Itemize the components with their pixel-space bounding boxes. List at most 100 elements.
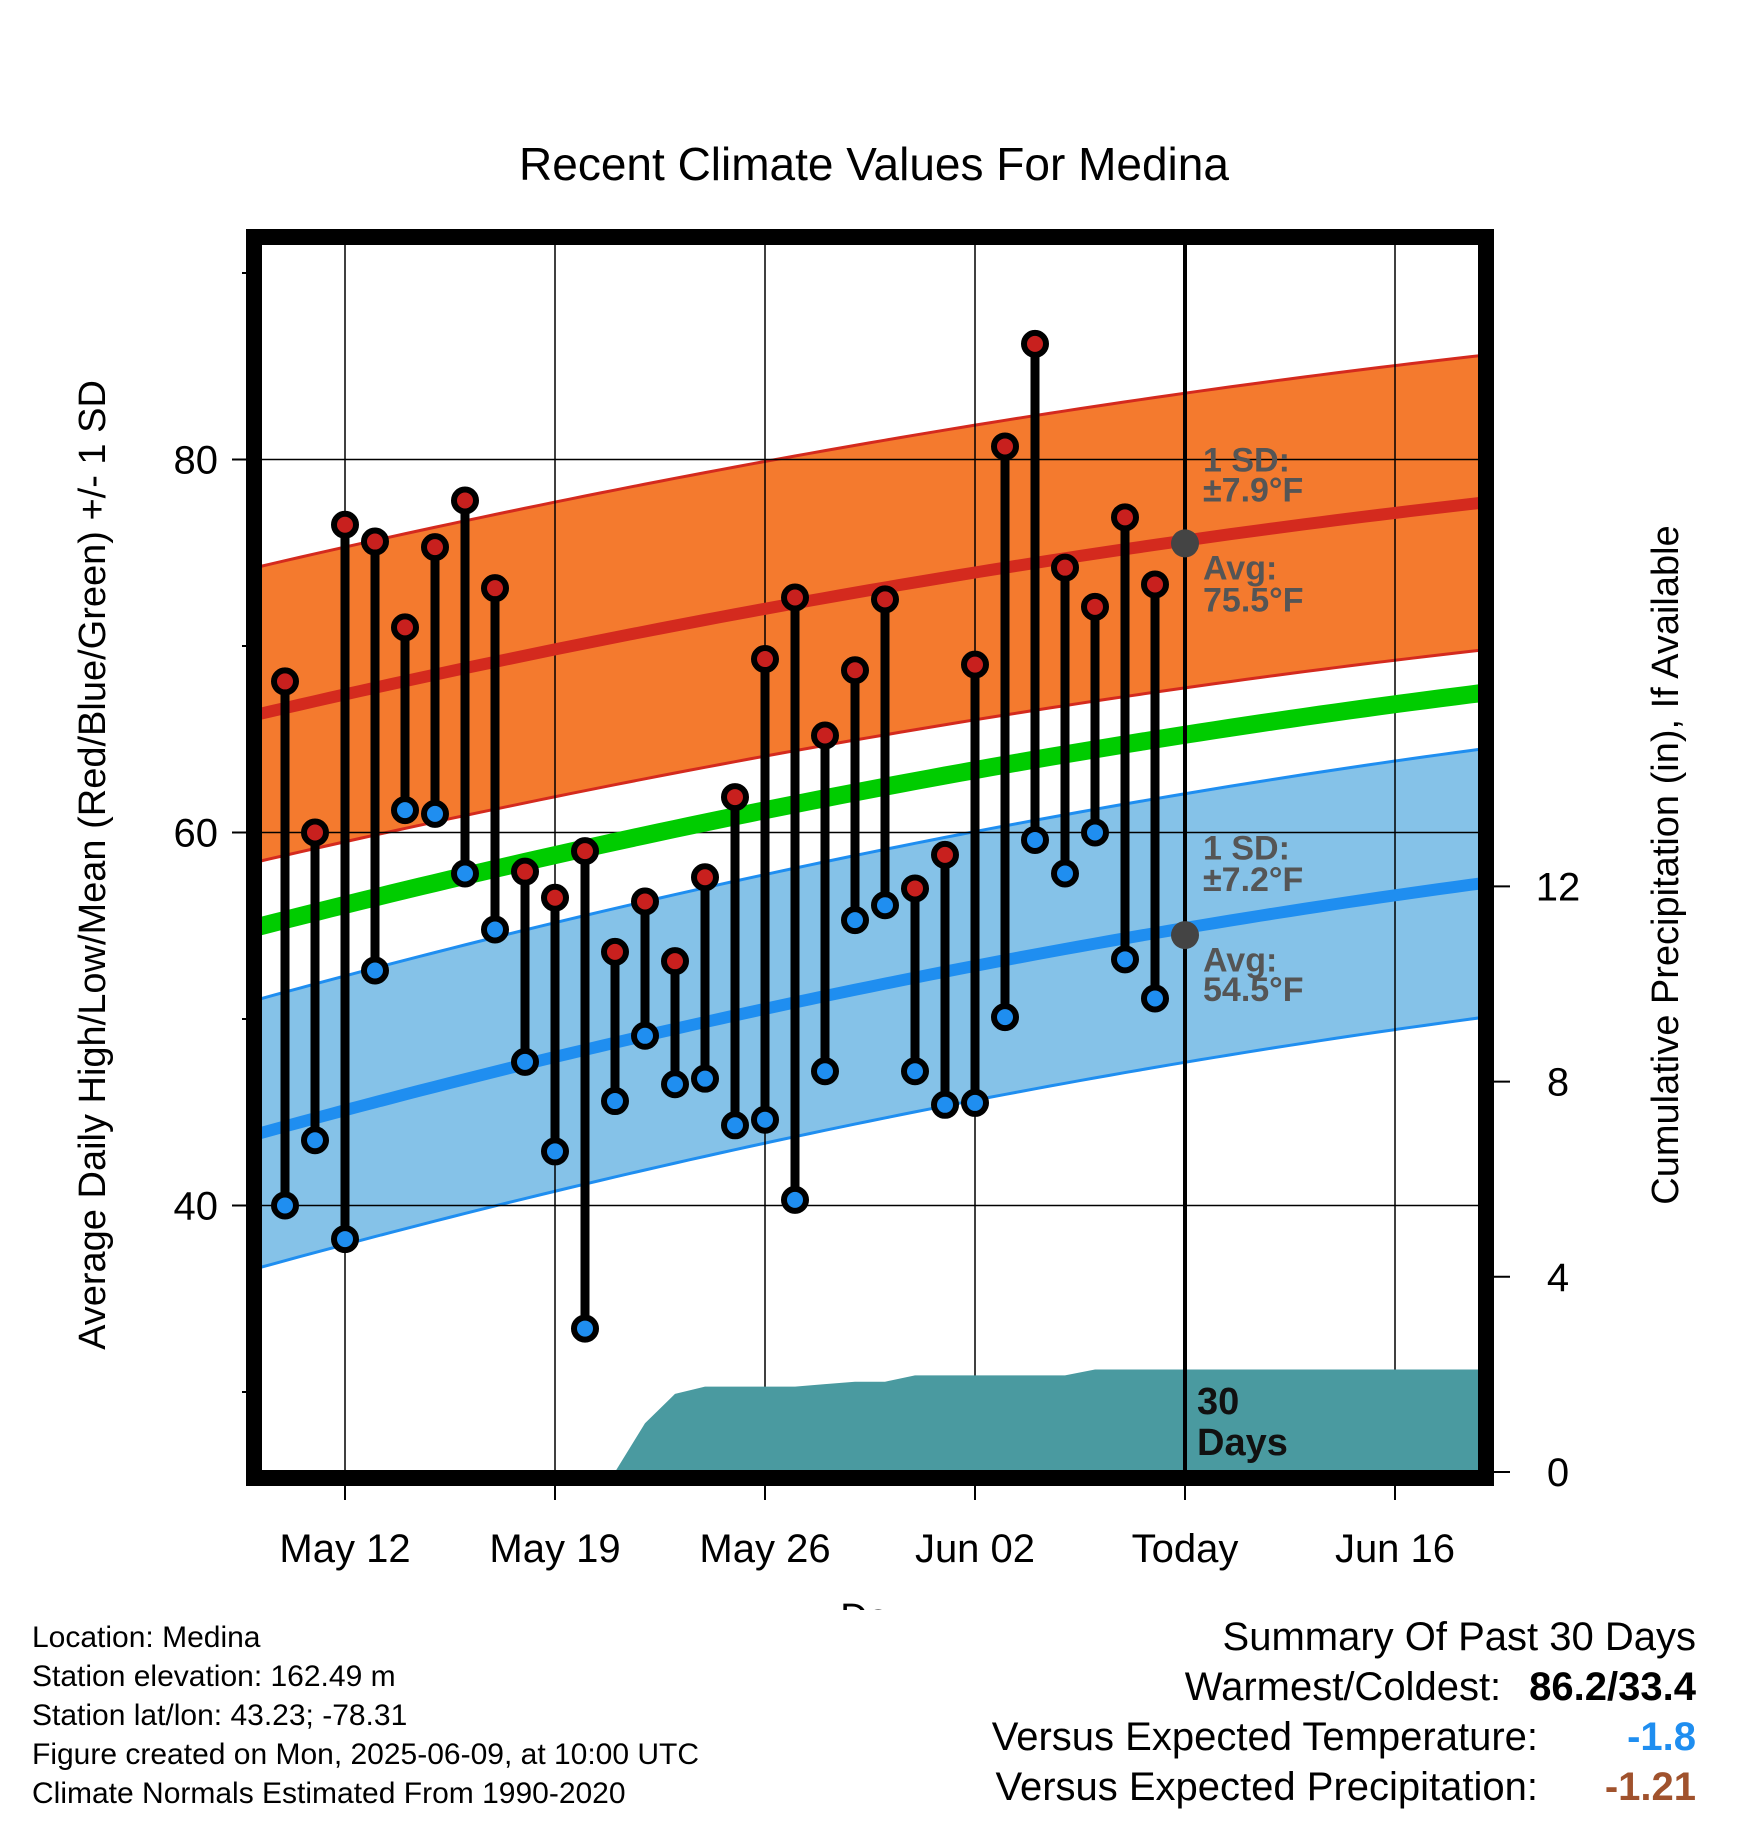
high-point: [301, 818, 329, 847]
plot-frame: [246, 229, 1494, 1486]
low-avg-value: 54.5°F: [1203, 971, 1304, 1009]
daily-range-bars: [271, 329, 1169, 1343]
warm-cold-label: Warmest/Coldest:: [1184, 1665, 1502, 1709]
y-axis-label: Average Daily High/Low/Mean (Red/Blue/Gr…: [72, 380, 114, 1350]
x-axis-label: Day: [840, 1597, 908, 1610]
x-tick-label: May 26: [699, 1527, 830, 1571]
normal-high-line: [262, 497, 1478, 720]
low-point: [931, 1090, 959, 1119]
precip-area: [616, 1369, 1478, 1470]
high-point: [1021, 329, 1049, 358]
high-point: [511, 857, 539, 886]
created-text: Figure created on Mon, 2025-06-09, at 10…: [32, 1738, 700, 1771]
low-point: [481, 915, 509, 944]
low-point: [541, 1137, 569, 1166]
y2-tick-label: 8: [1547, 1061, 1569, 1105]
high-point: [751, 645, 779, 674]
low-sd-label: 1 SD:: [1203, 829, 1290, 867]
low-point: [301, 1126, 329, 1155]
high-sd-label: 1 SD:: [1203, 442, 1290, 480]
high-point: [1141, 570, 1169, 599]
high-point: [271, 667, 299, 696]
y-tick-label: 40: [174, 1185, 219, 1229]
low-band-lower-edge: [262, 1016, 1478, 1269]
summary-panel: Summary Of Past 30 Days Warmest/Coldest:…: [992, 1612, 1696, 1812]
high-sd-band: [262, 355, 1478, 861]
low-point: [631, 1021, 659, 1050]
y-tick-label: 60: [174, 812, 219, 856]
high-band-lower-edge: [262, 649, 1478, 863]
low-point: [721, 1111, 749, 1140]
precip-value: -1.21: [1604, 1765, 1696, 1809]
axes: May 12 May 19 May 26 Jun 02 Today Jun 1640608…: [174, 272, 1581, 1571]
low-point: [961, 1088, 989, 1117]
low-point: [751, 1105, 779, 1134]
high-point: [961, 650, 989, 679]
temp-value: -1.8: [1627, 1715, 1696, 1759]
x-tick-label: May 19: [489, 1527, 620, 1571]
low-point: [781, 1185, 809, 1214]
low-point: [511, 1047, 539, 1076]
low-point: [331, 1225, 359, 1254]
y2-tick-label: 12: [1536, 865, 1581, 909]
low-point: [451, 859, 479, 888]
low-avg-label: Avg:: [1203, 941, 1277, 979]
low-band-upper-edge: [262, 747, 1478, 1000]
low-point: [1081, 818, 1109, 847]
low-point: [691, 1064, 719, 1093]
x-tick-label: Jun 02: [915, 1527, 1035, 1571]
summary-temp: Versus Expected Temperature: -1.8: [992, 1712, 1696, 1762]
x-tick-label: Today: [1132, 1527, 1239, 1571]
low-point: [391, 796, 419, 825]
high-band-upper-edge: [262, 354, 1478, 568]
temp-label: Versus Expected Temperature:: [991, 1715, 1538, 1759]
high-point: [661, 947, 689, 976]
normal-bands: [262, 354, 1478, 1269]
low-point: [991, 1003, 1019, 1032]
precip-area-layer: [616, 1369, 1478, 1470]
low-point: [1141, 984, 1169, 1013]
y-tick-label: 80: [174, 439, 219, 483]
location-text: Location: Medina: [32, 1621, 261, 1654]
low-sd-value: ±7.2°F: [1203, 861, 1303, 899]
high-point: [481, 574, 509, 603]
low-point: [361, 956, 389, 985]
high-point: [631, 887, 659, 916]
today-high-avg-dot: [1171, 529, 1199, 558]
low-point: [811, 1057, 839, 1086]
high-point: [391, 613, 419, 642]
high-point: [601, 937, 629, 966]
low-point: [1111, 945, 1139, 974]
high-point: [901, 874, 929, 903]
y2-axis-label: Cumulative Precipitation (in), If Availa…: [1645, 525, 1687, 1204]
high-point: [1111, 503, 1139, 532]
high-point: [991, 432, 1019, 461]
low-point: [841, 906, 869, 935]
low-point: [661, 1070, 689, 1099]
normal-low-line: [262, 877, 1478, 1139]
high-point: [871, 585, 899, 614]
today-low-avg-dot: [1171, 921, 1199, 950]
elevation-text: Station elevation: 162.49 m: [32, 1660, 396, 1693]
summary-warm-cold: Warmest/Coldest: 86.2/33.4: [992, 1662, 1696, 1712]
high-point: [1051, 553, 1079, 582]
precip-label: Versus Expected Precipitation:: [995, 1765, 1538, 1809]
summary-precip: Versus Expected Precipitation: -1.21: [992, 1762, 1696, 1812]
y2-tick-label: 4: [1547, 1256, 1569, 1300]
high-point: [931, 840, 959, 869]
low-point: [871, 891, 899, 920]
high-point: [781, 583, 809, 612]
high-point: [811, 721, 839, 750]
low-sd-band: [262, 749, 1478, 1267]
summary-heading: Summary Of Past 30 Days: [1222, 1615, 1696, 1659]
high-point: [691, 863, 719, 892]
high-avg-label: Avg:: [1203, 550, 1277, 588]
high-point: [331, 510, 359, 539]
high-point: [451, 486, 479, 515]
high-point: [541, 883, 569, 912]
high-point: [841, 656, 869, 685]
x-tick-label: Jun 16: [1335, 1527, 1455, 1571]
precip-days-label-2: Days: [1197, 1422, 1288, 1464]
high-point: [721, 783, 749, 812]
